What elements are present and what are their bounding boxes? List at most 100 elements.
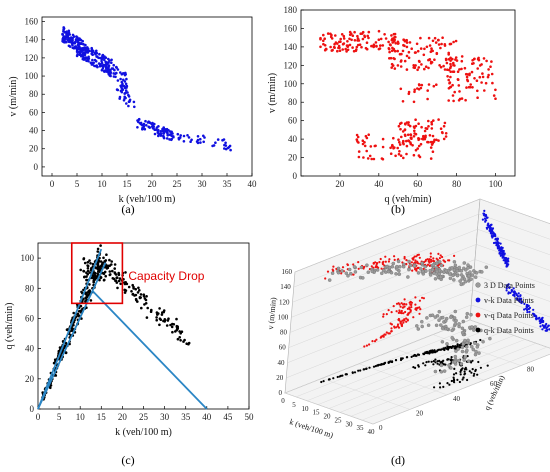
data-point	[144, 302, 148, 305]
3d-point	[444, 269, 449, 273]
3d-point	[459, 282, 463, 287]
vk-point	[505, 289, 508, 292]
data-point	[416, 49, 420, 53]
data-point	[401, 130, 405, 133]
3d-point	[473, 352, 478, 357]
data-point	[160, 132, 163, 135]
vq-point	[332, 269, 335, 272]
x-tick-label: 0	[36, 412, 41, 422]
data-point	[413, 129, 416, 133]
3d-point	[464, 345, 469, 349]
qk-point	[417, 353, 421, 356]
data-point	[355, 45, 359, 49]
qk-point	[452, 376, 455, 379]
data-point	[85, 275, 88, 278]
v-tick-label: 120	[279, 298, 290, 306]
vq-point	[390, 311, 393, 314]
data-point	[221, 138, 224, 142]
data-point	[397, 124, 401, 128]
data-point	[158, 307, 161, 310]
3d-point	[459, 273, 464, 277]
3d-point	[440, 340, 445, 344]
data-point	[102, 272, 106, 276]
k-tick-label: 20	[324, 413, 332, 421]
data-point	[95, 51, 99, 55]
data-point	[83, 275, 86, 279]
qk-point	[451, 345, 454, 348]
data-point	[449, 56, 452, 60]
data-point	[348, 33, 352, 37]
data-point	[102, 63, 105, 67]
vq-point	[439, 254, 442, 257]
data-point	[381, 157, 385, 161]
legend-entry-label: v-k Data Points	[484, 296, 534, 305]
vk-point	[496, 237, 499, 240]
grid-line	[284, 319, 471, 394]
vq-point	[405, 259, 408, 262]
data-point	[95, 49, 98, 53]
data-point	[460, 59, 464, 63]
data-point	[400, 135, 403, 139]
data-point	[120, 87, 124, 90]
data-point	[86, 267, 90, 270]
data-point	[90, 52, 93, 56]
3d-point	[454, 349, 458, 353]
qk-point	[399, 358, 403, 362]
v-tick-label: 80	[280, 329, 288, 337]
3d-point	[447, 363, 451, 368]
vq-point	[352, 263, 355, 266]
data-point	[67, 37, 71, 40]
data-point	[379, 44, 382, 47]
vk-point	[540, 317, 544, 320]
data-point	[330, 37, 334, 40]
3d-point	[412, 264, 417, 268]
3d-point	[439, 263, 444, 268]
3d-point	[471, 347, 476, 352]
3d-point	[442, 369, 447, 373]
data-point	[68, 33, 71, 36]
data-point	[449, 65, 453, 68]
grid-line	[372, 353, 550, 425]
data-point	[409, 141, 412, 144]
3d-point	[470, 273, 475, 277]
data-point	[127, 95, 131, 98]
data-point	[391, 143, 394, 147]
data-point	[392, 32, 396, 36]
data-point	[98, 65, 102, 68]
vq-point	[382, 260, 385, 263]
qk-point	[472, 374, 475, 377]
3d-point	[425, 316, 429, 320]
x-tick-label: 20	[335, 179, 345, 189]
k-tick-label: 35	[357, 424, 365, 432]
data-point	[110, 58, 113, 62]
data-point	[412, 153, 416, 157]
data-point	[123, 291, 127, 294]
data-point	[393, 146, 396, 149]
data-point	[445, 61, 449, 65]
data-point	[107, 72, 111, 76]
vq-point	[397, 311, 400, 314]
qk-point	[486, 364, 489, 367]
data-point	[88, 283, 91, 286]
3d-point	[474, 349, 478, 354]
qk-point	[353, 371, 357, 374]
vk-point	[519, 298, 522, 301]
data-point	[150, 308, 153, 312]
qk-point	[422, 352, 425, 355]
data-point	[179, 134, 182, 137]
data-point	[119, 282, 122, 286]
v-tick-label: 100	[278, 313, 289, 321]
data-point	[473, 77, 476, 80]
qk-point	[471, 368, 474, 371]
data-point	[319, 36, 322, 40]
panel-label-b: (b)	[391, 202, 405, 216]
data-point	[126, 91, 129, 94]
grid-line	[288, 274, 474, 348]
3d-point	[453, 263, 458, 268]
data-point	[144, 119, 147, 123]
k-tick-label: 10	[302, 405, 310, 413]
data-point	[326, 32, 330, 35]
data-point	[91, 49, 95, 53]
data-point	[414, 132, 418, 136]
data-point	[467, 85, 471, 89]
